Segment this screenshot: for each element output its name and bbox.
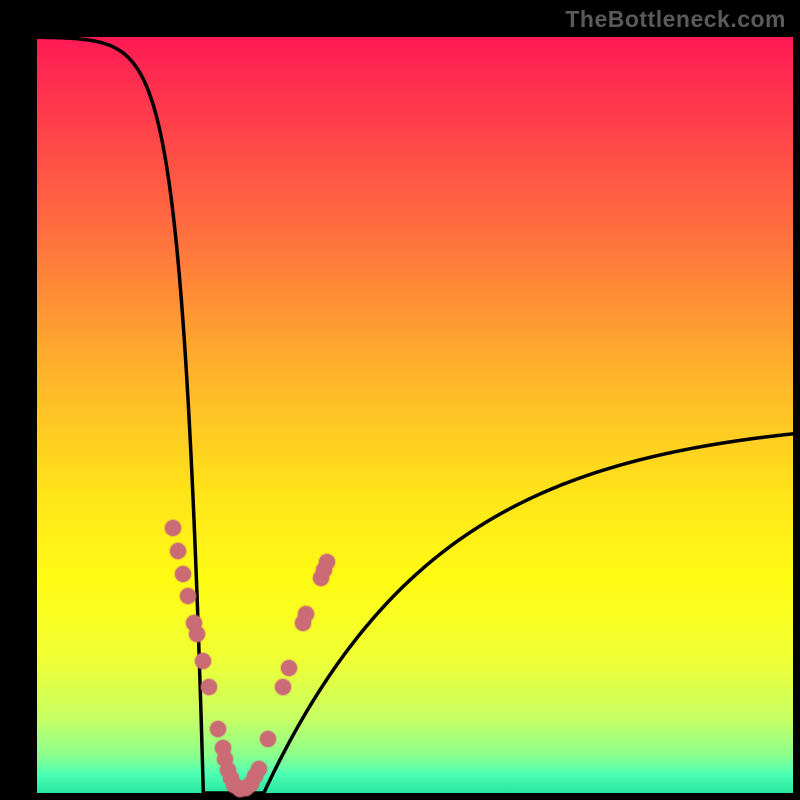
data-marker: [298, 606, 314, 622]
data-marker: [165, 520, 181, 536]
data-marker: [195, 653, 211, 669]
data-marker: [251, 761, 267, 777]
data-marker: [201, 679, 217, 695]
plot-area: [37, 37, 793, 793]
data-marker: [260, 731, 276, 747]
chart-container: TheBottleneck.com: [0, 0, 800, 800]
curve-svg: [37, 37, 793, 793]
data-marker: [281, 660, 297, 676]
data-marker: [319, 554, 335, 570]
data-marker: [175, 566, 191, 582]
data-marker: [210, 721, 226, 737]
watermark-text: TheBottleneck.com: [565, 6, 786, 33]
data-marker: [170, 543, 186, 559]
bottleneck-curve: [37, 37, 793, 793]
data-marker: [189, 626, 205, 642]
data-marker: [180, 588, 196, 604]
data-marker: [275, 679, 291, 695]
